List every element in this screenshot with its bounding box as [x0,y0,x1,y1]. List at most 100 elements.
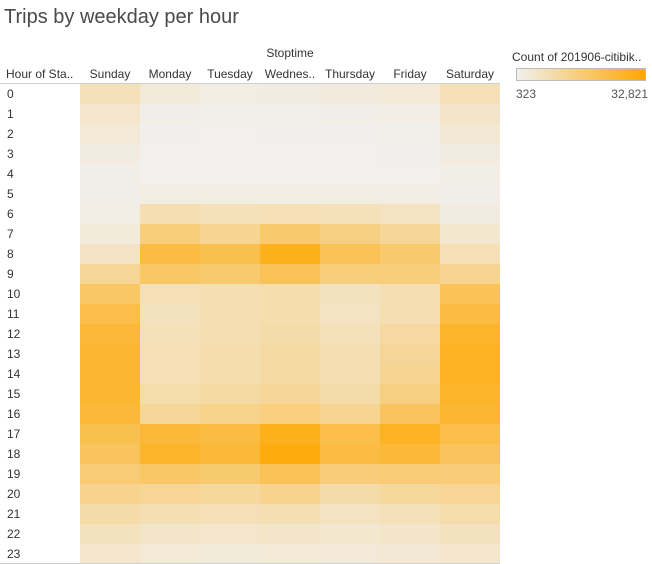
heatmap-cell-1-1 [140,104,200,124]
heatmap-cell-23-6 [440,544,500,564]
row-label-2: 2 [7,127,14,141]
heatmap-cell-17-4 [320,424,380,444]
row-label-4: 4 [7,167,14,181]
row-label-15: 15 [7,387,21,401]
heatmap-cell-9-2 [200,264,260,284]
heatmap-cell-14-5 [380,364,440,384]
heatmap-cell-20-4 [320,484,380,504]
heatmap-cell-12-4 [320,324,380,344]
heatmap-cell-8-3 [260,244,320,264]
legend-max-label: 32,821 [611,87,648,101]
heatmap-cell-1-3 [260,104,320,124]
heatmap-cell-1-0 [80,104,140,124]
heatmap-cell-9-3 [260,264,320,284]
heatmap-cell-18-3 [260,444,320,464]
heatmap-cell-3-6 [440,144,500,164]
heatmap-cell-12-5 [380,324,440,344]
heatmap-cell-2-2 [200,124,260,144]
heatmap-cell-15-5 [380,384,440,404]
header-divider [0,83,500,84]
heatmap-cell-16-0 [80,404,140,424]
heatmap-cell-20-3 [260,484,320,504]
heatmap-cell-18-4 [320,444,380,464]
heatmap-cell-16-3 [260,404,320,424]
heatmap-cell-0-3 [260,84,320,104]
row-label-18: 18 [7,447,21,461]
heatmap-cell-23-2 [200,544,260,564]
heatmap-cell-19-5 [380,464,440,484]
heatmap-cell-13-4 [320,344,380,364]
heatmap-cell-0-1 [140,84,200,104]
row-label-6: 6 [7,207,14,221]
heatmap-cell-2-6 [440,124,500,144]
heatmap-cell-16-6 [440,404,500,424]
heatmap-cell-15-3 [260,384,320,404]
heatmap-cell-3-3 [260,144,320,164]
heatmap-cell-23-0 [80,544,140,564]
column-header-5: Friday [393,67,427,81]
heatmap-cell-17-0 [80,424,140,444]
heatmap-cell-22-0 [80,524,140,544]
heatmap-cell-22-4 [320,524,380,544]
heatmap-cell-1-2 [200,104,260,124]
heatmap-cell-7-0 [80,224,140,244]
heatmap-cell-13-0 [80,344,140,364]
heatmap-cell-22-6 [440,524,500,544]
heatmap-cell-3-4 [320,144,380,164]
heatmap-cell-5-2 [200,184,260,204]
heatmap-cell-6-6 [440,204,500,224]
heatmap-cell-2-1 [140,124,200,144]
heatmap-cell-5-3 [260,184,320,204]
heatmap-cell-2-3 [260,124,320,144]
heatmap-cell-16-2 [200,404,260,424]
heatmap-cell-8-1 [140,244,200,264]
heatmap-cell-18-0 [80,444,140,464]
row-label-7: 7 [7,227,14,241]
heatmap-cell-6-5 [380,204,440,224]
heatmap-cell-10-4 [320,284,380,304]
heatmap-cell-16-1 [140,404,200,424]
heatmap-cell-15-0 [80,384,140,404]
heatmap-cell-1-4 [320,104,380,124]
heatmap-cell-18-6 [440,444,500,464]
heatmap-cell-10-5 [380,284,440,304]
heatmap-cell-5-0 [80,184,140,204]
heatmap-cell-20-6 [440,484,500,504]
heatmap-cell-9-5 [380,264,440,284]
heatmap-cell-10-2 [200,284,260,304]
heatmap-cell-12-1 [140,324,200,344]
heatmap-cell-6-0 [80,204,140,224]
heatmap-cell-22-1 [140,524,200,544]
heatmap-cell-5-4 [320,184,380,204]
heatmap-cell-21-6 [440,504,500,524]
heatmap-cell-7-2 [200,224,260,244]
row-label-5: 5 [7,187,14,201]
heatmap-cell-12-6 [440,324,500,344]
heatmap-cell-1-5 [380,104,440,124]
heatmap-cell-21-4 [320,504,380,524]
column-header-3: Wednes.. [264,67,316,81]
heatmap-cell-2-5 [380,124,440,144]
heatmap-cell-4-5 [380,164,440,184]
row-label-19: 19 [7,467,21,481]
heatmap-cell-4-3 [260,164,320,184]
heatmap-cell-13-1 [140,344,200,364]
heatmap-cell-22-5 [380,524,440,544]
heatmap-cell-6-3 [260,204,320,224]
heatmap-cell-10-1 [140,284,200,304]
heatmap-cell-14-3 [260,364,320,384]
heatmap-cell-7-5 [380,224,440,244]
heatmap-cell-13-3 [260,344,320,364]
heatmap-cell-11-1 [140,304,200,324]
heatmap-cell-6-2 [200,204,260,224]
heatmap-cell-12-3 [260,324,320,344]
heatmap-cell-5-5 [380,184,440,204]
heatmap-cell-7-4 [320,224,380,244]
heatmap-cell-3-1 [140,144,200,164]
heatmap-cell-3-2 [200,144,260,164]
heatmap-cell-20-5 [380,484,440,504]
heatmap-cell-6-4 [320,204,380,224]
heatmap-cell-15-4 [320,384,380,404]
heatmap-cell-21-3 [260,504,320,524]
heatmap-cell-2-0 [80,124,140,144]
